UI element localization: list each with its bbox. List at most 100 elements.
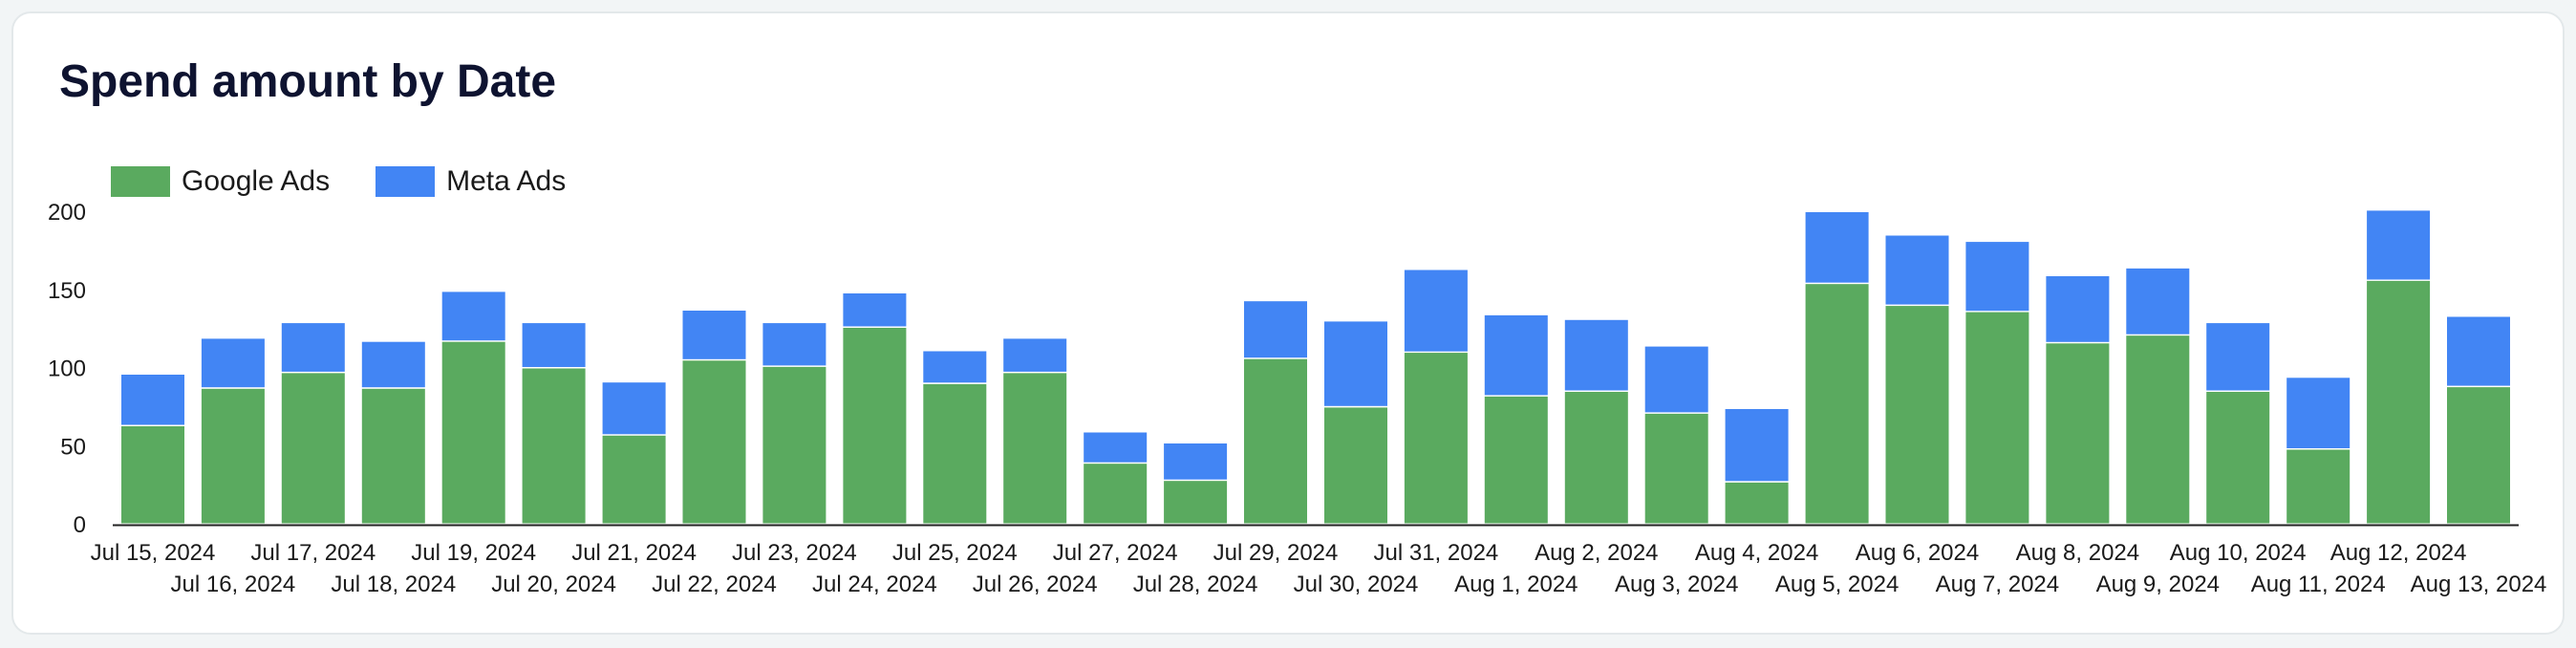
- bar-meta-ads: [361, 341, 425, 388]
- bar-google-ads: [682, 360, 746, 524]
- bar-meta-ads: [201, 338, 265, 388]
- bar-meta-ads: [281, 323, 345, 372]
- bar-google-ads: [2046, 343, 2110, 524]
- x-tick-label: Jul 20, 2024: [491, 572, 616, 597]
- bar-meta-ads: [762, 323, 826, 366]
- bar-meta-ads: [1404, 270, 1468, 352]
- legend-item-google-ads[interactable]: Google Ads: [111, 165, 330, 198]
- x-tick-label: Jul 16, 2024: [171, 572, 296, 597]
- bar-meta-ads: [1725, 409, 1789, 482]
- x-tick-label: Aug 6, 2024: [1856, 540, 1979, 566]
- y-tick-label: 100: [48, 356, 86, 382]
- x-tick-label: Jul 29, 2024: [1213, 540, 1339, 566]
- bar-meta-ads: [1484, 314, 1548, 396]
- bar-meta-ads: [1885, 235, 1949, 305]
- bar-google-ads: [121, 426, 184, 524]
- x-tick-label: Jul 21, 2024: [571, 540, 697, 566]
- x-tick-label: Jul 26, 2024: [973, 572, 1098, 597]
- x-tick-label: Aug 9, 2024: [2096, 572, 2220, 597]
- bar-meta-ads: [682, 311, 746, 359]
- legend-label-google-ads: Google Ads: [182, 165, 331, 197]
- bar-google-ads: [923, 383, 987, 524]
- x-tick-label: Aug 8, 2024: [2016, 540, 2139, 566]
- bar-meta-ads: [602, 382, 666, 435]
- bar-meta-ads: [1805, 212, 1869, 283]
- x-tick-label: Jul 18, 2024: [331, 572, 456, 597]
- x-tick-label: Jul 19, 2024: [411, 540, 536, 566]
- x-tick-label: Jul 15, 2024: [91, 540, 216, 566]
- x-tick-label: Aug 7, 2024: [1936, 572, 2059, 597]
- x-tick-label: Aug 1, 2024: [1454, 572, 1578, 597]
- y-tick-label: 0: [74, 512, 86, 538]
- bar-meta-ads: [522, 323, 586, 367]
- bar-meta-ads: [1084, 432, 1148, 463]
- bar-google-ads: [361, 388, 425, 524]
- bar-meta-ads: [1164, 443, 1228, 480]
- y-tick-label: 200: [48, 200, 86, 226]
- x-tick-label: Aug 3, 2024: [1615, 572, 1738, 597]
- bar-google-ads: [1484, 396, 1548, 524]
- bar-google-ads: [441, 341, 505, 524]
- bar-google-ads: [1003, 373, 1067, 524]
- meta-ads-swatch: [376, 166, 436, 197]
- bar-google-ads: [1725, 482, 1789, 524]
- bar-meta-ads: [1965, 242, 2029, 312]
- x-tick-label: Aug 12, 2024: [2330, 540, 2467, 566]
- bar-meta-ads: [121, 375, 184, 425]
- legend-label-meta-ads: Meta Ads: [446, 165, 567, 197]
- x-tick-label: Jul 24, 2024: [812, 572, 937, 597]
- bar-google-ads: [1244, 358, 1307, 524]
- x-tick-label: Jul 30, 2024: [1294, 572, 1419, 597]
- bar-meta-ads: [2367, 210, 2431, 280]
- bar-meta-ads: [1244, 301, 1307, 358]
- x-tick-label: Aug 2, 2024: [1535, 540, 1658, 566]
- bar-meta-ads: [1564, 319, 1628, 391]
- y-tick-label: 50: [60, 434, 86, 460]
- x-tick-label: Jul 31, 2024: [1374, 540, 1499, 566]
- x-tick-label: Aug 4, 2024: [1695, 540, 1818, 566]
- bar-meta-ads: [1644, 346, 1708, 413]
- bar-meta-ads: [441, 292, 505, 341]
- bar-meta-ads: [2206, 323, 2270, 391]
- x-tick-label: Jul 25, 2024: [892, 540, 1018, 566]
- x-tick-label: Aug 13, 2024: [2411, 572, 2547, 597]
- x-tick-label: Aug 5, 2024: [1775, 572, 1899, 597]
- y-tick-label: 150: [48, 278, 86, 304]
- bar-meta-ads: [2286, 378, 2351, 448]
- bar-google-ads: [1164, 481, 1228, 524]
- bar-google-ads: [1965, 312, 2029, 524]
- x-tick-label: Jul 27, 2024: [1053, 540, 1178, 566]
- x-tick-label: Jul 23, 2024: [732, 540, 857, 566]
- x-tick-label: Jul 17, 2024: [250, 540, 376, 566]
- bar-google-ads: [2206, 392, 2270, 524]
- bar-meta-ads: [1003, 338, 1067, 372]
- bar-google-ads: [843, 328, 907, 524]
- bar-meta-ads: [923, 351, 987, 383]
- bar-google-ads: [1885, 306, 1949, 524]
- x-tick-label: Aug 10, 2024: [2170, 540, 2307, 566]
- bar-google-ads: [1564, 392, 1628, 524]
- bar-google-ads: [1084, 464, 1148, 524]
- bar-google-ads: [1644, 413, 1708, 524]
- x-tick-label: Jul 22, 2024: [652, 572, 777, 597]
- bar-google-ads: [1805, 284, 1869, 524]
- legend-item-meta-ads[interactable]: Meta Ads: [376, 165, 566, 198]
- bar-google-ads: [1324, 407, 1387, 524]
- bar-google-ads: [1404, 353, 1468, 524]
- bar-google-ads: [2447, 387, 2510, 524]
- bar-google-ads: [522, 368, 586, 524]
- x-tick-label: Aug 11, 2024: [2251, 572, 2386, 597]
- bar-google-ads: [281, 373, 345, 524]
- chart-title: Spend amount by Date: [59, 56, 557, 107]
- bar-meta-ads: [1324, 321, 1387, 406]
- bar-google-ads: [602, 435, 666, 524]
- bar-meta-ads: [2447, 316, 2510, 386]
- x-tick-label: Jul 28, 2024: [1133, 572, 1258, 597]
- google-ads-swatch: [111, 166, 170, 197]
- bar-google-ads: [2367, 280, 2431, 524]
- bar-google-ads: [2286, 449, 2351, 524]
- bar-google-ads: [762, 366, 826, 524]
- bar-meta-ads: [2046, 276, 2110, 342]
- chart-legend: Google Ads Meta Ads: [111, 164, 612, 199]
